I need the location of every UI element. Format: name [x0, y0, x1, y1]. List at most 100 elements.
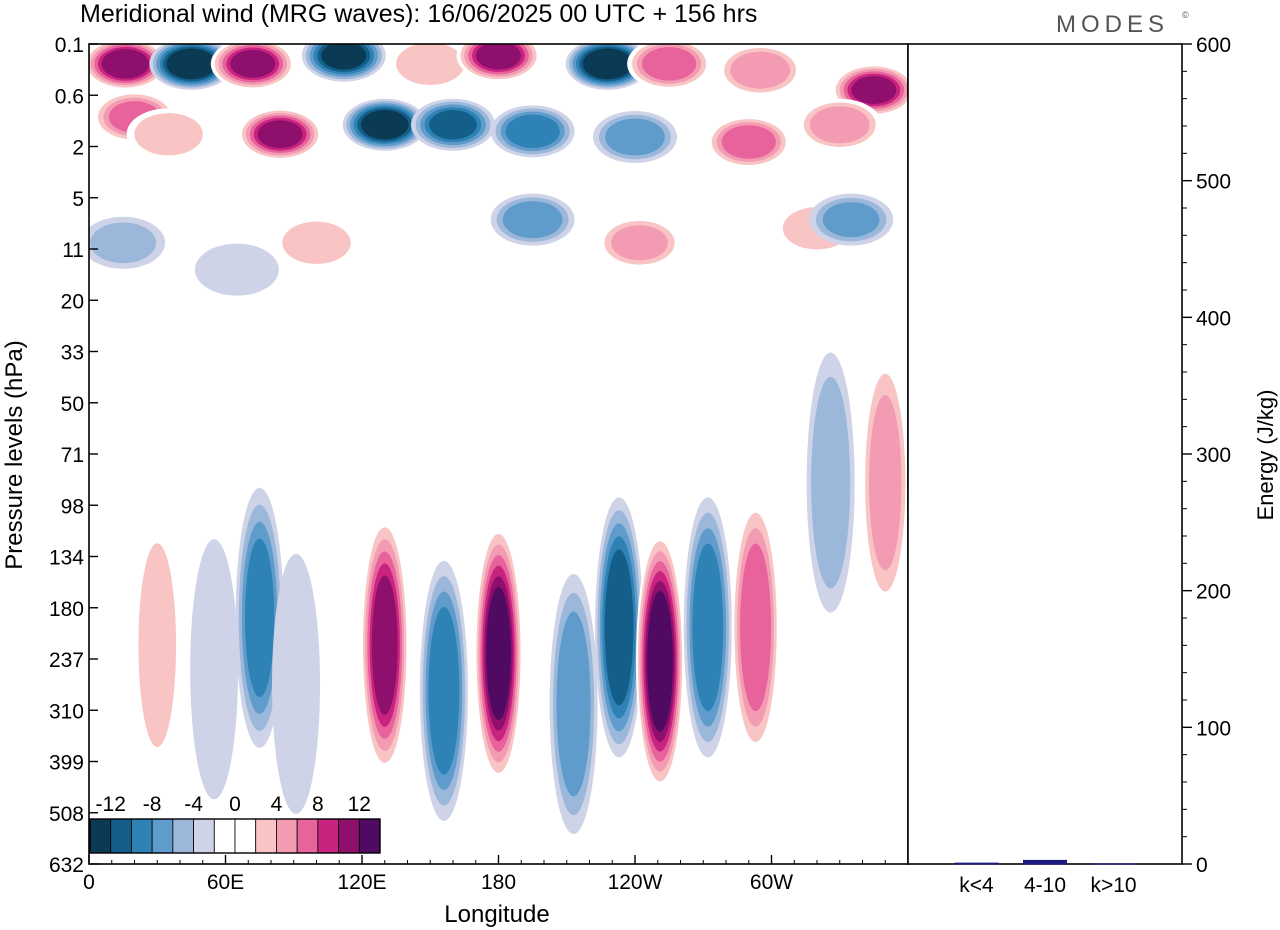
- contour-band: [647, 591, 674, 732]
- energy-bar: [1023, 859, 1067, 864]
- x-tick-label: 120E: [337, 871, 386, 894]
- energy-tick-label: 500: [1196, 171, 1231, 194]
- wind-heatmap: [89, 44, 908, 864]
- contour-band: [811, 376, 851, 589]
- wind-anomaly-blob: [683, 497, 732, 758]
- contour-band: [586, 50, 630, 78]
- contour-band: [371, 575, 398, 715]
- colorbar-swatch: [276, 818, 298, 854]
- wind-anomaly-blob: [411, 98, 495, 151]
- y-axis-label: Pressure levels (hPa): [1, 340, 28, 569]
- contour-band: [486, 586, 511, 721]
- wind-anomaly-blob: [89, 216, 166, 269]
- wind-anomaly-blob: [806, 352, 855, 613]
- energy-axis-label: Energy (J/kg): [1253, 390, 1278, 521]
- energy-category-label: k>10: [1090, 874, 1136, 897]
- contour-band: [740, 543, 772, 712]
- brand-name: MODES: [1056, 11, 1169, 38]
- wind-anomaly-blob: [831, 64, 908, 117]
- contour-band: [321, 44, 367, 70]
- colorbar-swatch: [172, 818, 194, 854]
- energy-tick-label: 600: [1196, 34, 1231, 57]
- contour-band: [428, 606, 460, 775]
- contour-band: [611, 225, 668, 261]
- contour-band: [556, 611, 591, 797]
- energy-tick-label: 0: [1196, 854, 1208, 877]
- contour-band: [272, 553, 321, 814]
- energy-category-label: k<4: [959, 874, 994, 897]
- contour-band: [134, 113, 203, 156]
- modes-logo: MODES ©: [1056, 10, 1189, 38]
- contour-band: [244, 538, 275, 698]
- colorbar-swatch: [89, 818, 112, 854]
- y-tick-label: 5: [72, 188, 84, 211]
- colorbar-label: -4: [184, 793, 203, 816]
- energy-panel-frame: [907, 43, 1183, 865]
- colorbar-label: 0: [229, 793, 241, 816]
- wind-anomaly-blob: [301, 44, 386, 82]
- x-tick-label: 0: [83, 871, 95, 894]
- colorbar-label: 12: [348, 793, 371, 816]
- y-tick-label: 632: [49, 854, 84, 877]
- wind-anomaly-blob: [89, 44, 168, 90]
- x-axis-label: Longitude: [444, 901, 549, 928]
- contour-band: [190, 539, 239, 800]
- colorbar-swatch: [151, 818, 174, 854]
- y-tick-label: 33: [61, 342, 84, 365]
- wind-anomaly-blob: [360, 515, 409, 776]
- contour-band: [851, 76, 897, 104]
- energy-tick-label: 100: [1196, 717, 1231, 740]
- contour-band: [502, 201, 563, 239]
- wind-anomaly-blob: [597, 216, 682, 269]
- energy-bar: [954, 862, 999, 864]
- contour-band: [730, 51, 790, 89]
- colorbar-label: -8: [143, 793, 162, 816]
- wind-anomaly-blob: [565, 44, 650, 90]
- wind-anomaly-blob: [126, 108, 211, 161]
- contour-band: [642, 47, 697, 81]
- contour-band: [90, 222, 157, 264]
- y-tick-label: 237: [49, 649, 84, 672]
- chart-title: Meridional wind (MRG waves): 16/06/2025 …: [80, 0, 757, 28]
- wind-anomaly-blob: [595, 497, 644, 758]
- colorbar-swatch: [131, 818, 153, 854]
- contour-band: [692, 543, 724, 712]
- colorbar-label: 4: [271, 793, 283, 816]
- contour-band: [101, 49, 150, 79]
- y-tick-label: 180: [49, 598, 84, 621]
- contour-band: [360, 110, 409, 140]
- wind-anomaly-blob: [210, 44, 295, 90]
- wind-anomaly-blob: [190, 539, 239, 800]
- contour-band: [869, 394, 902, 571]
- contour-band: [604, 549, 634, 706]
- contour-band: [605, 118, 665, 156]
- y-tick-label: 98: [61, 495, 84, 518]
- energy-bar-chart: 0 100 200 300 400 500 600 k<4 4-10 k>10: [954, 34, 1231, 897]
- colorbar-frame: [89, 818, 381, 854]
- wind-anomaly-blob: [490, 105, 575, 158]
- wind-anomaly-blob: [490, 193, 575, 246]
- colorbar-swatch: [296, 818, 319, 854]
- colorbar-label: 8: [312, 793, 324, 816]
- wind-anomaly-blob: [456, 44, 541, 82]
- wind-anomaly-blob: [474, 523, 523, 784]
- wind-anomaly-blob: [274, 216, 359, 269]
- colorbar-swatch: [317, 818, 339, 854]
- y-tick-label: 508: [49, 803, 84, 826]
- colorbar: -12 -8 -4 0 4 8 12: [89, 793, 381, 854]
- wind-anomaly-blob: [718, 44, 803, 97]
- wind-anomaly-blob: [731, 497, 780, 758]
- contour-band: [282, 221, 351, 264]
- energy-tick-label: 400: [1196, 307, 1231, 330]
- y-tick-label: 71: [61, 444, 84, 467]
- heatmap-axes: 0.1 0.6 2 5 11 20 33 50 71 98 134 180 237 310 399 508 63…: [49, 34, 886, 894]
- contour-band: [476, 44, 521, 70]
- y-tick-label: 0.6: [55, 85, 84, 108]
- wind-anomaly-blob: [149, 44, 234, 90]
- wind-anomaly-blob: [388, 44, 473, 90]
- y-tick-label: 11: [62, 239, 84, 262]
- x-tick-label: 60W: [750, 871, 793, 894]
- wind-anomaly-blob: [194, 243, 279, 296]
- contour-band: [230, 49, 276, 78]
